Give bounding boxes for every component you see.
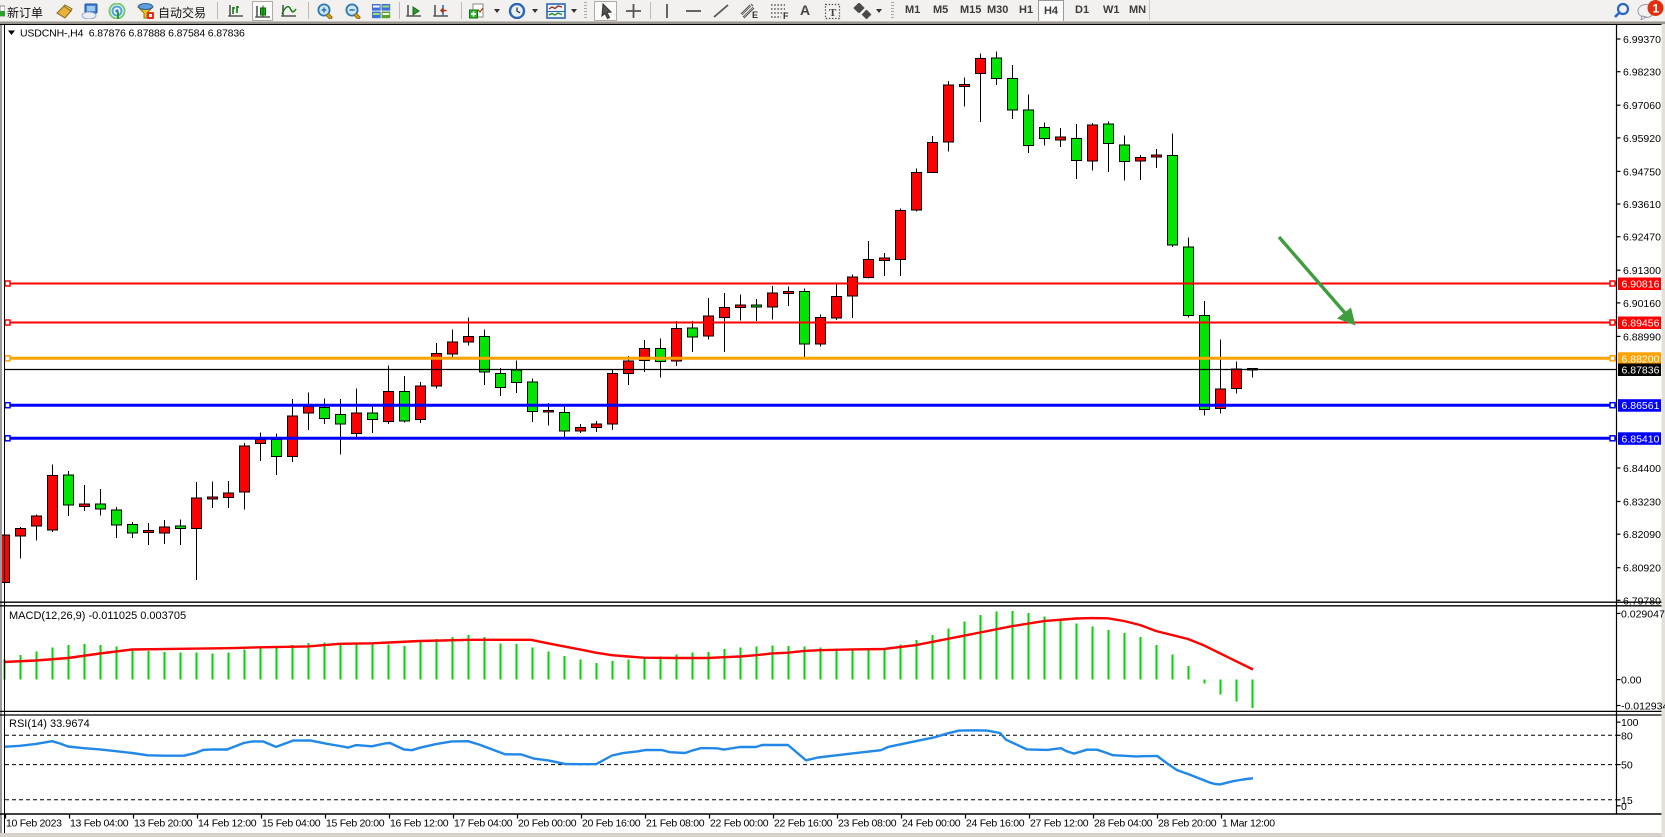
- svg-text:16 Feb 12:00: 16 Feb 12:00: [390, 818, 449, 830]
- svg-text:6.86561: 6.86561: [1622, 400, 1660, 412]
- svg-text:-0.012934: -0.012934: [1621, 701, 1665, 713]
- svg-text:17 Feb 04:00: 17 Feb 04:00: [454, 818, 513, 830]
- svg-text:15: 15: [1621, 795, 1633, 807]
- svg-text:0.029047: 0.029047: [1621, 608, 1665, 620]
- svg-text:6.82090: 6.82090: [1623, 529, 1661, 541]
- svg-text:F: F: [783, 11, 789, 19]
- svg-text:13 Feb 04:00: 13 Feb 04:00: [70, 818, 129, 830]
- svg-text:23 Feb 08:00: 23 Feb 08:00: [838, 818, 897, 830]
- svg-text:6.92470: 6.92470: [1623, 232, 1661, 244]
- svg-text:6.99370: 6.99370: [1623, 34, 1661, 46]
- svg-text:6.93610: 6.93610: [1623, 199, 1661, 211]
- svg-text:6.90160: 6.90160: [1623, 298, 1661, 310]
- svg-text:6.88990: 6.88990: [1623, 331, 1661, 343]
- svg-text:6.90816: 6.90816: [1622, 279, 1660, 291]
- svg-text:28 Feb 20:00: 28 Feb 20:00: [1158, 818, 1217, 830]
- svg-text:6.97060: 6.97060: [1623, 100, 1661, 112]
- svg-text:1: 1: [1653, 2, 1660, 16]
- svg-text:RSI(14) 33.9674: RSI(14) 33.9674: [9, 718, 90, 730]
- svg-text:6.87836: 6.87836: [1622, 365, 1660, 377]
- svg-text:21 Feb 08:00: 21 Feb 08:00: [646, 818, 705, 830]
- svg-text:6.88200: 6.88200: [1622, 353, 1660, 365]
- svg-text:22 Feb 16:00: 22 Feb 16:00: [774, 818, 833, 830]
- svg-text:100: 100: [1621, 717, 1639, 729]
- svg-text:13 Feb 20:00: 13 Feb 20:00: [134, 818, 193, 830]
- svg-text:24 Feb 00:00: 24 Feb 00:00: [902, 818, 961, 830]
- svg-text:1 Mar 12:00: 1 Mar 12:00: [1222, 818, 1275, 830]
- svg-text:6.95920: 6.95920: [1623, 133, 1661, 145]
- svg-text:6.79780: 6.79780: [1623, 595, 1661, 607]
- svg-text:14 Feb 12:00: 14 Feb 12:00: [198, 818, 257, 830]
- svg-text:20 Feb 00:00: 20 Feb 00:00: [518, 818, 577, 830]
- svg-text:27 Feb 12:00: 27 Feb 12:00: [1030, 818, 1089, 830]
- svg-text:24 Feb 16:00: 24 Feb 16:00: [966, 818, 1025, 830]
- svg-text:0.00: 0.00: [1621, 675, 1642, 687]
- svg-text:50: 50: [1621, 760, 1633, 772]
- svg-text:6.80920: 6.80920: [1623, 563, 1661, 575]
- svg-text:10 Feb 2023: 10 Feb 2023: [6, 818, 62, 830]
- svg-text:6.98230: 6.98230: [1623, 67, 1661, 79]
- svg-text:6.91300: 6.91300: [1623, 265, 1661, 277]
- svg-text:T: T: [829, 7, 837, 19]
- svg-text:80: 80: [1621, 730, 1633, 742]
- svg-text:0: 0: [1621, 801, 1627, 813]
- svg-text:15 Feb 20:00: 15 Feb 20:00: [326, 818, 385, 830]
- svg-text:20 Feb 16:00: 20 Feb 16:00: [582, 818, 641, 830]
- svg-text:6.94750: 6.94750: [1623, 166, 1661, 178]
- svg-text:6.85410: 6.85410: [1622, 433, 1660, 445]
- svg-text:E: E: [752, 10, 758, 19]
- svg-text:22 Feb 00:00: 22 Feb 00:00: [710, 818, 769, 830]
- svg-text:6.89456: 6.89456: [1622, 318, 1660, 330]
- svg-text:MACD(12,26,9) -0.011025 0.0037: MACD(12,26,9) -0.011025 0.003705: [9, 610, 186, 622]
- svg-text:USDCNH-,H4 6.87876 6.87888 6.: USDCNH-,H4 6.87876 6.87888 6.87584 6.878…: [20, 28, 245, 40]
- svg-text:15 Feb 04:00: 15 Feb 04:00: [262, 818, 321, 830]
- svg-text:6.84400: 6.84400: [1623, 463, 1661, 475]
- svg-text:28 Feb 04:00: 28 Feb 04:00: [1094, 818, 1153, 830]
- svg-text:6.83230: 6.83230: [1623, 497, 1661, 509]
